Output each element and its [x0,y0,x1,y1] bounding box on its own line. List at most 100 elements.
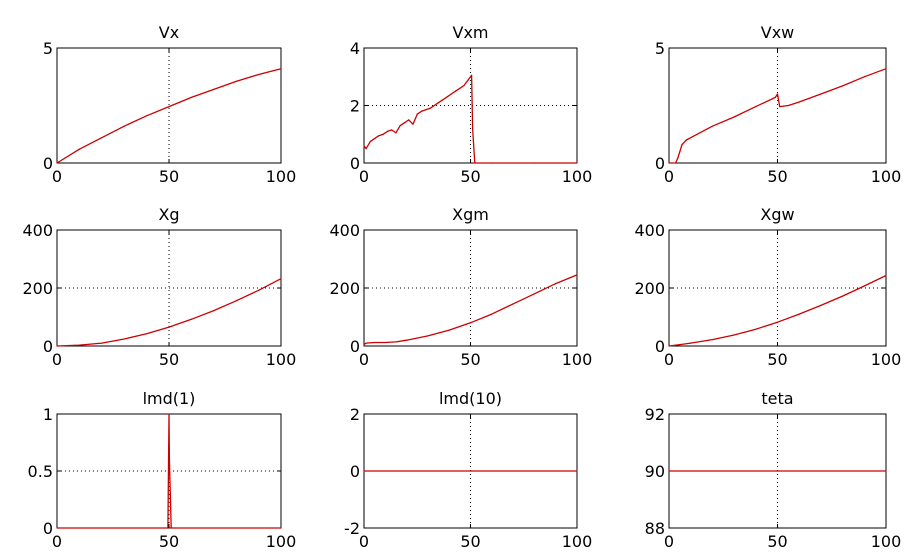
x-tick-label: 0 [664,167,674,186]
x-tick-label: 0 [52,532,62,551]
data-point [167,527,169,529]
data-point [378,135,380,137]
data-point [450,93,452,95]
x-tick-label: 100 [562,532,593,551]
data-point [454,90,457,92]
x-tick-label: 50 [159,167,179,186]
data-point [798,313,800,315]
y-tick-label: 5 [43,39,53,58]
data-point [776,321,779,323]
data-point [170,527,172,529]
series-line [668,274,887,347]
data-point [168,106,170,108]
y-tick-label: 0 [655,154,665,173]
data-point [168,459,171,461]
data-point [576,470,578,472]
data-point [674,162,677,164]
y-tick-label: 90 [645,462,665,481]
subplot-7: lmd(10)0 50 100-202 [344,389,592,551]
data-point [470,74,473,76]
x-tick-label: 50 [159,532,179,551]
x-tick-label: 0 [359,167,369,186]
subplot-0: Vx 0 50 100 0 5 [43,23,296,186]
data-point [123,125,125,127]
data-point [474,162,476,164]
subplot-title: teta [761,389,793,408]
y-tick-label: 88 [645,519,665,538]
x-tick-label: 100 [871,167,902,186]
data-point [433,104,435,107]
data-point [363,343,365,346]
plot-area [56,47,282,164]
data-point [755,106,757,108]
x-tick-label: 100 [871,532,902,551]
data-point [365,148,367,150]
y-tick-label: 1 [43,405,53,424]
x-tick-label: 100 [871,350,902,369]
data-point [555,283,557,285]
data-point [420,110,423,112]
y-tick-label: 400 [329,221,360,240]
x-tick-label: 100 [562,350,593,369]
subplot-title: Xgw [760,205,794,224]
data-point [395,132,397,134]
data-point [842,295,844,297]
series-line [669,68,887,164]
subplot-8: teta 0 50 100 88 90 92 [645,389,902,551]
data-point [711,125,714,127]
data-point [576,162,578,164]
data-point [787,104,789,107]
x-tick-label: 0 [664,532,674,551]
subplot-3: Xg 0 50 100 0 200 400 [22,205,296,369]
data-point [369,140,371,143]
subplot-4: Xgm 0 50 100 0 200 400 [329,205,592,369]
data-point [755,328,757,330]
data-point [382,133,384,135]
data-point [406,339,408,341]
data-point [448,329,450,331]
data-point [685,139,687,141]
data-point [190,318,192,320]
data-point [779,106,781,108]
data-point [711,339,714,341]
y-tick-label: 0 [350,462,360,481]
data-point [469,322,472,324]
data-point [668,470,670,472]
data-point [679,150,681,153]
data-point [146,333,148,335]
data-point [78,148,80,150]
data-point [467,79,469,81]
x-tick-label: 0 [664,350,674,369]
x-tick-label: 50 [460,167,480,186]
data-point [459,87,461,89]
y-tick-label: 0.5 [28,462,53,481]
subplot-5: Xgw 0 50 100 0 200 400 [634,205,901,369]
y-tick-label: 0 [350,337,360,356]
data-point [386,130,389,132]
y-tick-label: 0 [43,337,53,356]
y-tick-label: 200 [22,279,53,298]
data-point [885,274,887,277]
data-point [472,127,474,130]
x-tick-label: 100 [266,350,297,369]
data-point [416,113,418,115]
data-point [146,115,148,117]
data-point [363,145,365,147]
plot-area [363,47,578,164]
data-point [885,68,887,70]
data-point [365,342,367,344]
data-point [280,68,282,70]
data-point [885,470,887,472]
y-tick-label: 0 [43,519,53,538]
data-point [374,137,376,140]
data-point [280,278,282,280]
data-point [576,274,578,276]
subplot-title: lmd(1) [143,389,196,408]
data-point [679,343,681,346]
data-point [820,304,822,306]
data-point [863,76,865,78]
subplot-6: lmd(1) 0 50 100 0 0.5 1 [28,389,297,551]
data-point [491,313,493,315]
data-point [425,109,427,111]
data-point [280,527,282,529]
